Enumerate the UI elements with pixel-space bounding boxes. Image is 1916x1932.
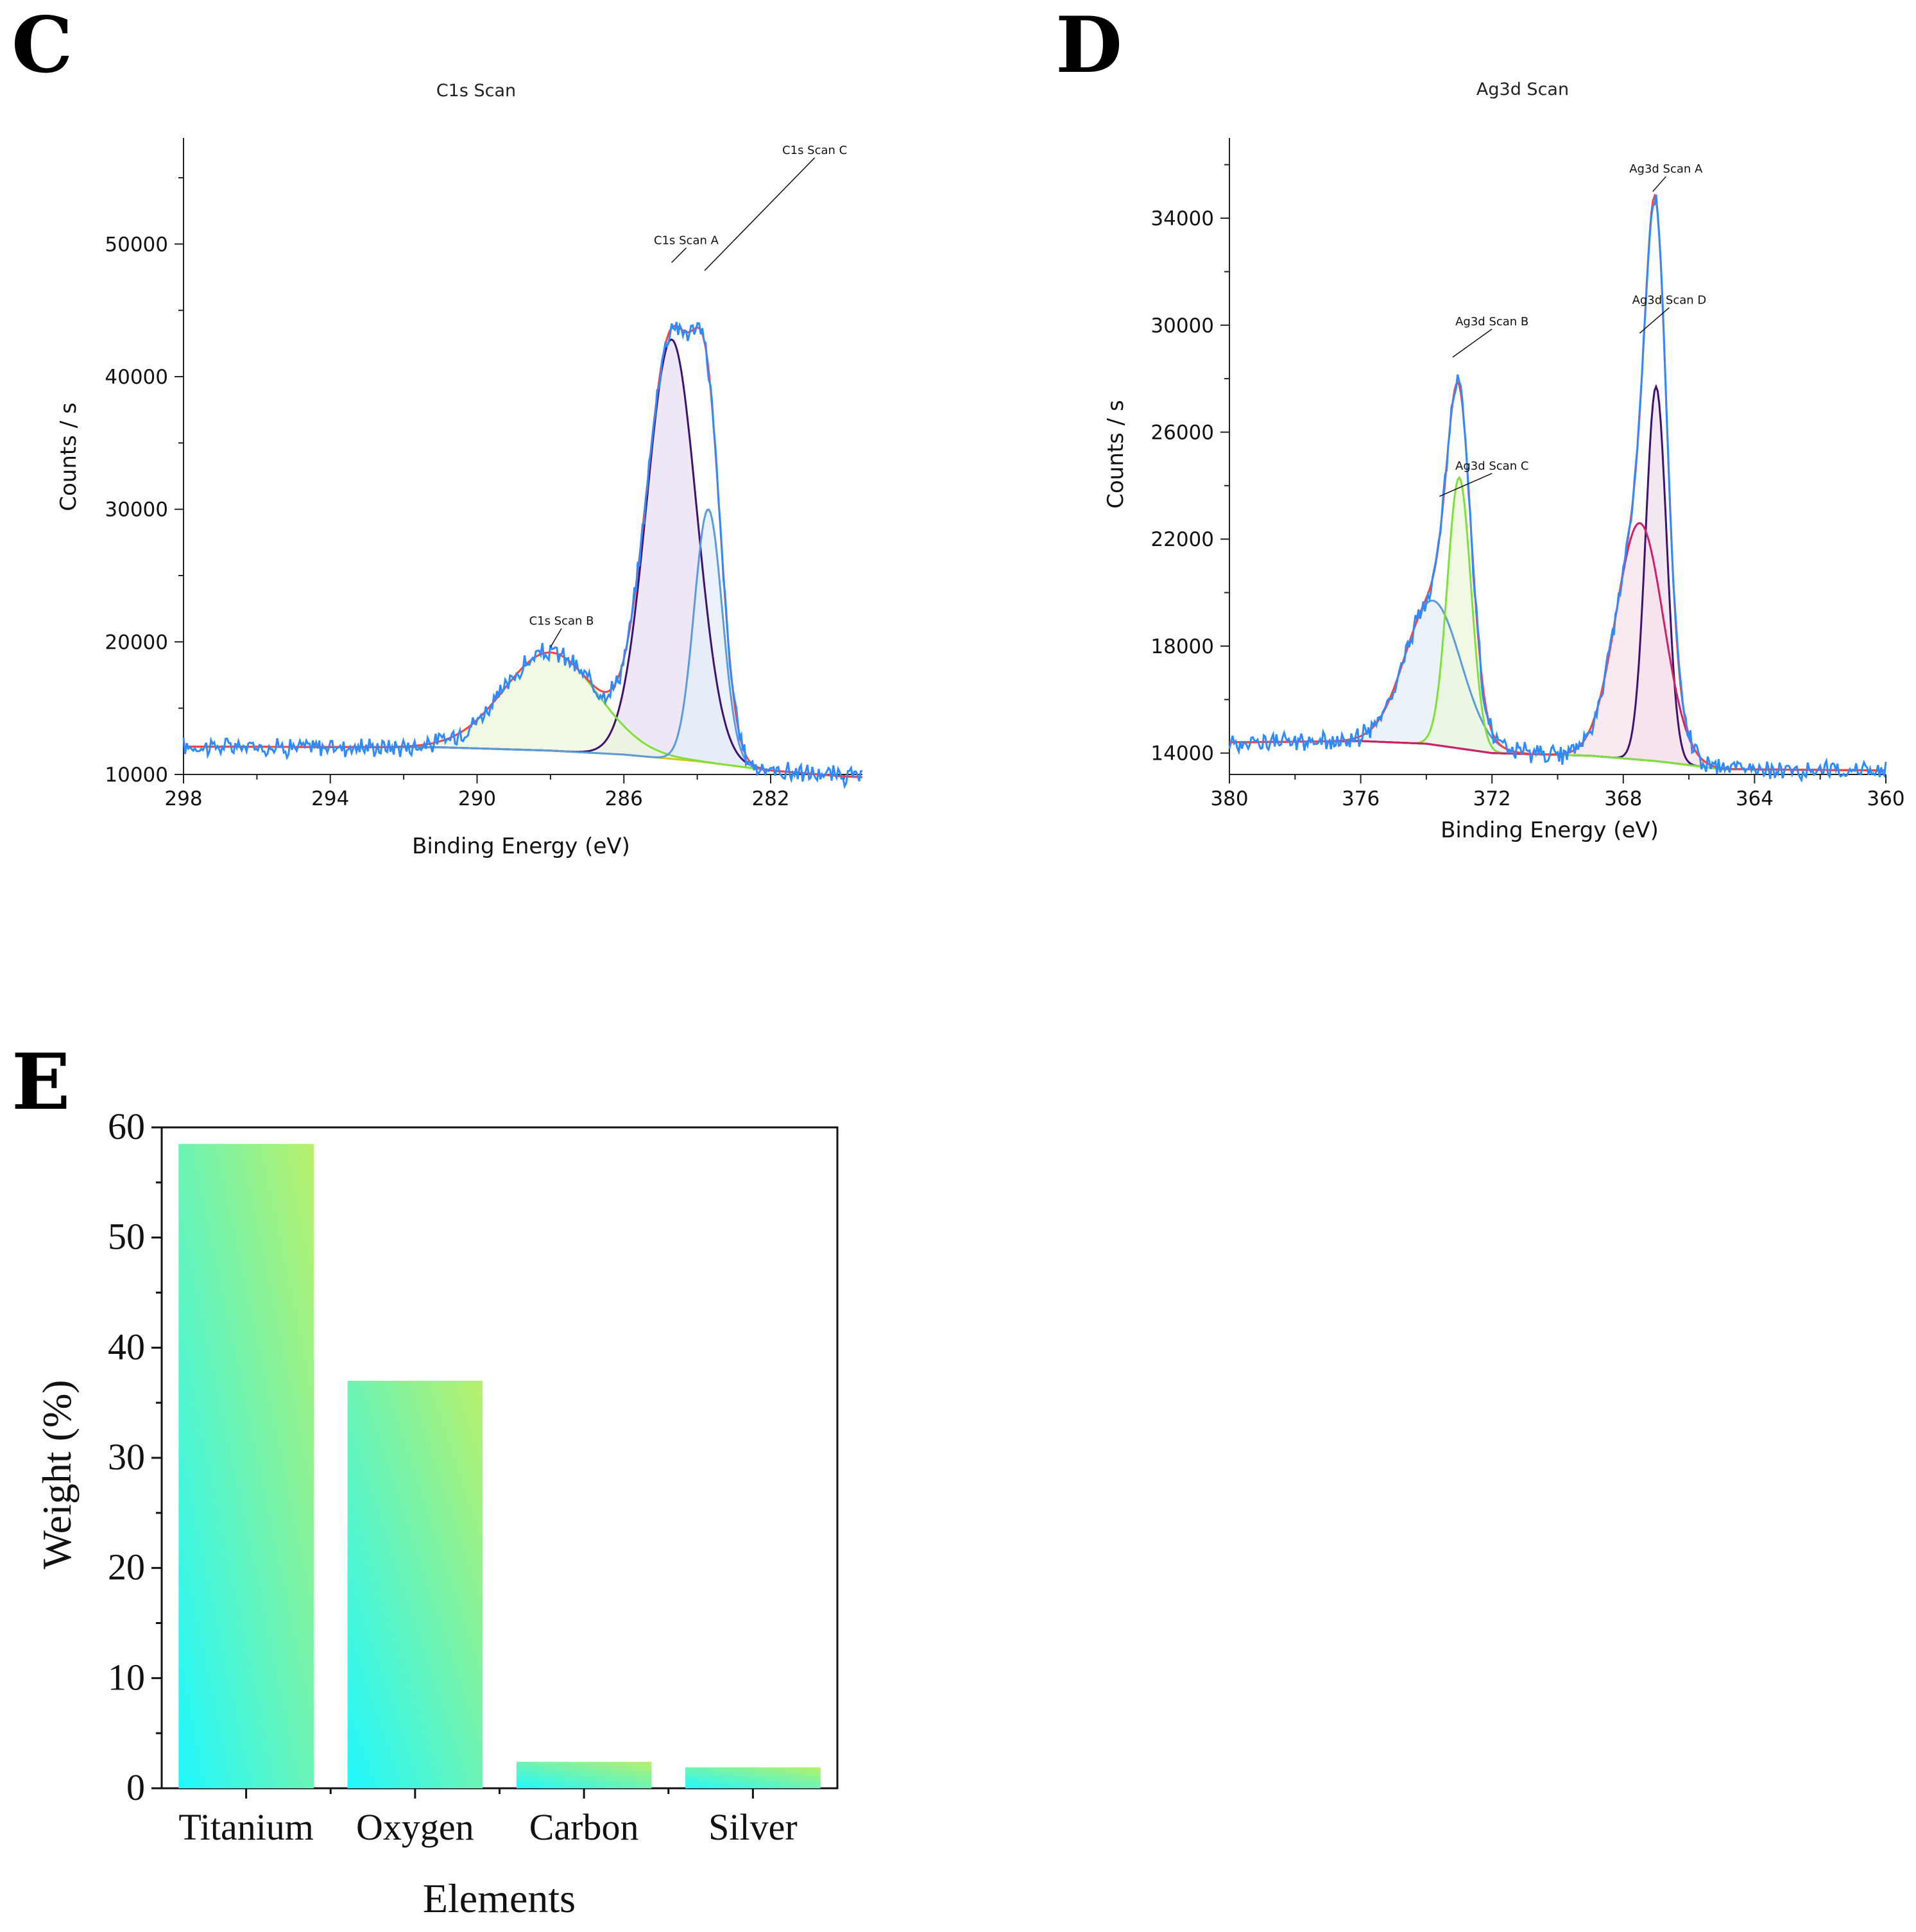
annotation-label: Ag3d Scan D [1632,293,1707,307]
x-tick-label: Carbon [529,1806,639,1848]
y-tick-label: 22000 [1150,528,1214,551]
annotation-label: Ag3d Scan B [1455,315,1528,329]
x-axis-label: Elements [423,1876,576,1921]
x-tick-label: 360 [1867,787,1904,810]
component-line [1229,384,1886,772]
chart-title: C1s Scan [436,81,516,101]
component-line [1229,475,1886,772]
annotation-label: Ag3d Scan A [1629,162,1703,176]
panel-letter-c: C [12,0,73,90]
annotation-leader [1452,329,1493,358]
y-axis-label: Counts / s [1103,400,1129,508]
x-tick-label: 372 [1473,787,1511,810]
envelope-line [1229,193,1886,772]
annotation-label: C1s Scan B [529,614,594,628]
annotation-leader [1439,473,1493,497]
bar-silver [685,1767,821,1788]
component-fill [1229,601,1886,771]
y-tick-label: 30000 [1150,314,1214,338]
component-fill [1229,386,1886,771]
x-tick-label: 368 [1604,787,1642,810]
x-tick-label: Titanium [178,1806,314,1848]
x-tick-label: 380 [1210,787,1248,810]
ag3d-scan-chart: Ag3d Scan Binding Energy (eV) Counts / s… [1103,80,1905,843]
x-tick-label: 282 [751,787,789,810]
x-tick-label: 286 [605,787,643,810]
y-tick-label: 10 [108,1656,145,1698]
y-tick-label: 0 [126,1766,145,1808]
y-tick-label: 60 [108,1106,145,1147]
component-fill [1229,523,1886,771]
panel-letter-d: D [1056,0,1122,90]
y-tick-label: 30 [108,1436,145,1478]
x-tick-label: 290 [458,787,496,810]
y-tick-label: 10000 [105,764,168,787]
y-tick-label: 18000 [1150,635,1214,658]
c1s-scan-chart: C1s Scan Binding Energy (eV) Counts / s … [56,81,863,859]
x-tick-label: 364 [1736,787,1774,810]
y-tick-label: 14000 [1150,742,1214,765]
y-tick-label: 30000 [105,499,168,522]
component-fill [184,652,862,778]
weight-bar-chart: Elements Weight (%) 0 10 20 30 40 50 60 Titaniu… [34,1106,839,1921]
annotation-leader [1652,176,1666,192]
y-tick-label: 34000 [1150,207,1214,230]
annotation-leader [1639,307,1670,334]
panel-letter-e: E [12,1037,70,1127]
x-tick-label: 376 [1342,787,1380,810]
bar-carbon [516,1761,652,1788]
raw-data-line [182,321,863,790]
x-axis-label: Binding Energy (eV) [412,833,630,859]
y-tick-label: 40000 [105,366,168,389]
raw-data-line [1228,194,1887,783]
component-fill [1229,477,1886,771]
x-axis-label: Binding Energy (eV) [1441,817,1659,843]
bar-oxygen [347,1380,483,1788]
y-tick-label: 20 [108,1546,145,1588]
x-tick-label: 294 [311,787,349,810]
annotation-leader [704,157,816,271]
y-axis-label: Counts / s [56,402,81,511]
annotation-label: Ag3d Scan C [1455,459,1528,473]
y-tick-label: 26000 [1150,421,1214,444]
annotation-leader [671,247,687,263]
y-axis-label: Weight (%) [34,1380,80,1569]
annotation-label: C1s Scan A [654,234,719,247]
x-tick-label: Silver [708,1806,798,1848]
y-tick-label: 50000 [105,233,168,256]
x-tick-label: Oxygen [356,1806,474,1848]
annotation-label: C1s Scan C [782,144,847,157]
x-tick-label: 298 [164,787,202,810]
y-tick-label: 40 [108,1326,145,1367]
y-tick-label: 50 [108,1216,145,1258]
annotation-leader [550,628,562,647]
chart-title: Ag3d Scan [1476,80,1569,99]
bar-titanium [178,1143,314,1788]
component-fill [184,509,862,778]
y-tick-label: 20000 [105,631,168,654]
component-line [1229,522,1886,772]
